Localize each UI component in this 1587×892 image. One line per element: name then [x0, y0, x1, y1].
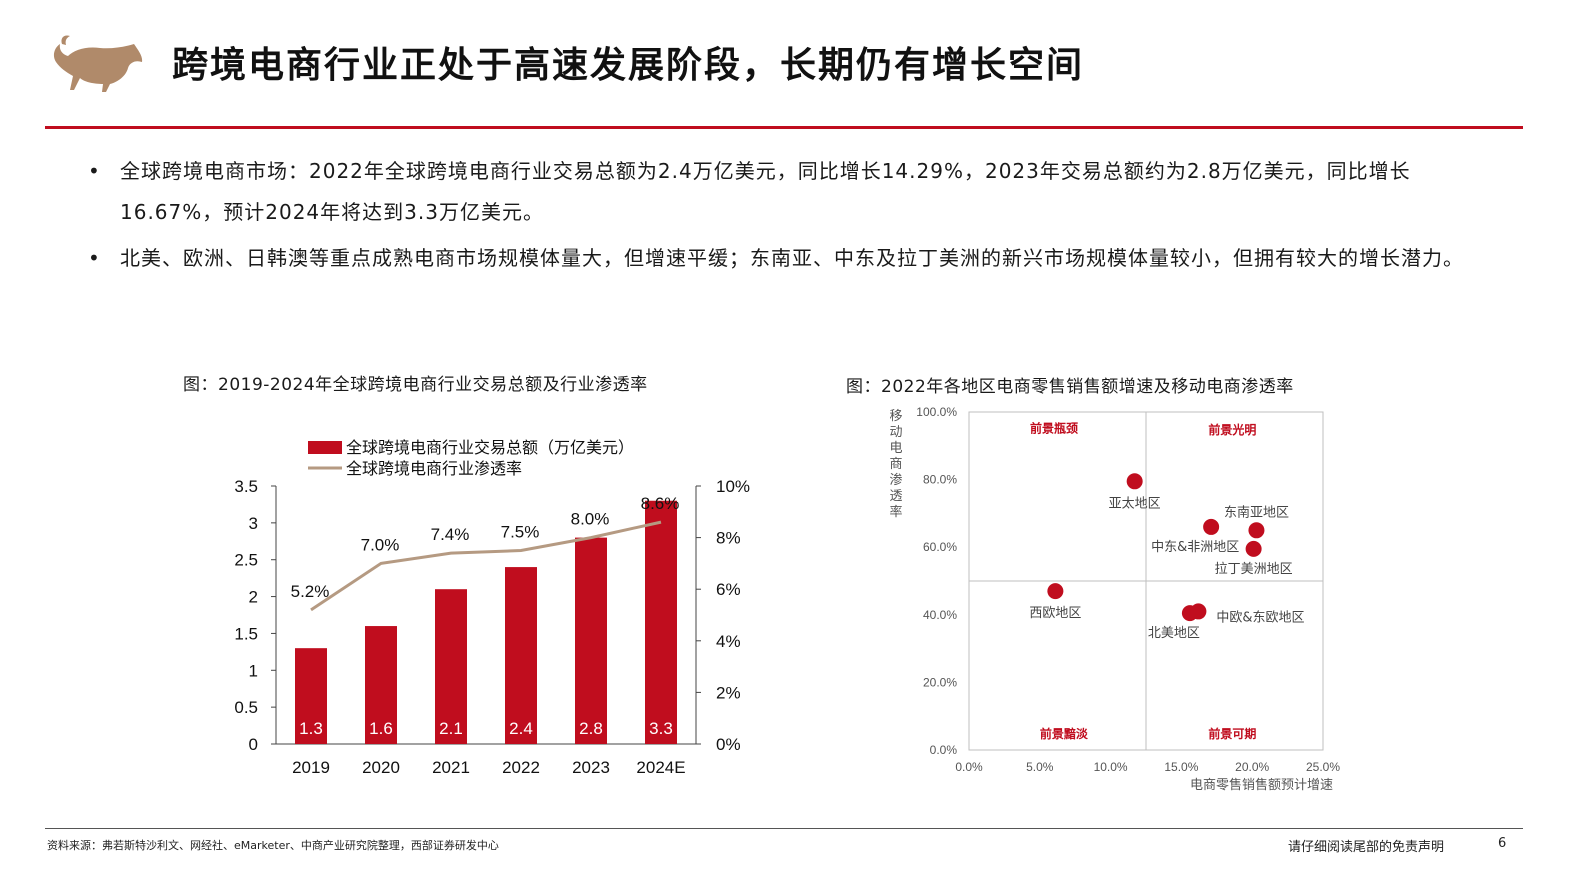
- x-tick-label: 2024E: [636, 758, 685, 777]
- y-axis-label-char: 商: [889, 457, 902, 472]
- right-tick-label: 4%: [716, 632, 741, 651]
- quadrant-label: 前景可期: [1208, 726, 1256, 741]
- bullet-item: • 北美、欧洲、日韩澳等重点成熟电商市场规模体量大，但增速平缓；东南亚、中东及拉…: [88, 238, 1508, 279]
- scatter-point-label: 北美地区: [1148, 626, 1200, 641]
- y-tick-label: 60.0%: [923, 540, 957, 554]
- y-tick-label: 0.0%: [930, 743, 958, 757]
- page-number: 6: [1498, 836, 1507, 851]
- y-tick-label: 40.0%: [923, 608, 957, 622]
- right-tick-label: 0%: [716, 735, 741, 754]
- quadrant-label: 前景黯淡: [1040, 726, 1089, 741]
- y-tick-label: 80.0%: [923, 473, 957, 487]
- scatter-point: [1126, 473, 1143, 490]
- x-tick-label: 2023: [572, 758, 610, 777]
- bar-value-label: 2.8: [579, 719, 603, 738]
- y-axis-label-char: 电: [889, 441, 902, 456]
- left-tick-label: 2.5: [234, 551, 258, 570]
- scatter-point: [1190, 603, 1207, 620]
- right-tick-label: 8%: [716, 529, 741, 548]
- x-tick-label: 25.0%: [1306, 760, 1340, 774]
- x-tick-label: 2022: [502, 758, 540, 777]
- x-tick-label: 5.0%: [1026, 760, 1054, 774]
- left-tick-label: 1.5: [234, 624, 258, 643]
- y-tick-label: 20.0%: [923, 675, 957, 689]
- scatter-point: [1245, 540, 1262, 557]
- bullet-item: • 全球跨境电商市场：2022年全球跨境电商行业交易总额为2.4万亿美元，同比增…: [88, 151, 1508, 233]
- right-tick-label: 2%: [716, 683, 741, 702]
- left-tick-label: 2: [249, 588, 258, 607]
- legend-label-bar: 全球跨境电商行业交易总额（万亿美元）: [346, 438, 634, 457]
- scatter-point-label: 亚太地区: [1109, 496, 1161, 511]
- line-value-label: 8.6%: [641, 494, 680, 513]
- y-axis-label-char: 透: [889, 489, 902, 504]
- bar: [505, 567, 537, 744]
- scatter-point: [1203, 518, 1220, 535]
- bullet-dot-icon: •: [88, 159, 101, 183]
- source-note: 资料来源：弗若斯特沙利文、网经社、eMarketer、中商产业研究院整理，西部证…: [47, 839, 499, 852]
- line-value-label: 8.0%: [571, 510, 610, 529]
- bar-value-label: 2.4: [509, 719, 533, 738]
- bar: [645, 500, 677, 744]
- line-value-label: 7.0%: [361, 535, 400, 554]
- left-tick-label: 3.5: [234, 477, 258, 496]
- chart2-caption: 图：2022年各地区电商零售销售额增速及移动电商渗透率: [846, 377, 1294, 397]
- x-tick-label: 2020: [362, 758, 400, 777]
- quadrant-label: 前景光明: [1208, 422, 1256, 437]
- bar: [295, 648, 327, 744]
- bar: [575, 537, 607, 744]
- legend-swatch-bar: [308, 441, 342, 454]
- scatter-point-label: 东南亚地区: [1224, 504, 1289, 520]
- left-tick-label: 0: [249, 735, 258, 754]
- bullet-dot-icon: •: [88, 246, 101, 270]
- scatter-point: [1047, 583, 1064, 600]
- x-tick-label: 20.0%: [1235, 760, 1269, 774]
- x-tick-label: 10.0%: [1094, 760, 1128, 774]
- scatter-point-label: 中东&非洲地区: [1151, 540, 1239, 555]
- bullet-text: 全球跨境电商市场：2022年全球跨境电商行业交易总额为2.4万亿美元，同比增长1…: [120, 159, 1411, 224]
- right-tick-label: 6%: [716, 580, 741, 599]
- y-axis-label-char: 动: [889, 425, 902, 440]
- bar-value-label: 3.3: [649, 719, 673, 738]
- legend-label-line: 全球跨境电商行业渗透率: [346, 459, 522, 478]
- y-tick-label: 100.0%: [916, 405, 957, 419]
- scatter-point: [1248, 522, 1265, 539]
- scatter-point-label: 中欧&东欧地区: [1216, 610, 1304, 625]
- disclaimer-text: 请仔细阅读尾部的免责声明: [1288, 840, 1445, 855]
- bull-logo-icon: [53, 35, 143, 92]
- y-axis-label-char: 渗: [889, 473, 902, 488]
- page-title: 跨境电商行业正处于高速发展阶段，长期仍有增长空间: [172, 44, 1085, 86]
- bullet-list: • 全球跨境电商市场：2022年全球跨境电商行业交易总额为2.4万亿美元，同比增…: [88, 151, 1508, 284]
- bar-value-label: 1.6: [369, 719, 393, 738]
- x-tick-label: 2019: [292, 758, 330, 777]
- bar-value-label: 2.1: [439, 719, 463, 738]
- left-tick-label: 1: [249, 661, 258, 680]
- bar: [365, 626, 397, 744]
- chart1-caption: 图：2019-2024年全球跨境电商行业交易总额及行业渗透率: [183, 375, 648, 395]
- scatter-point-label: 拉丁美洲地区: [1215, 562, 1293, 577]
- bullet-text: 北美、欧洲、日韩澳等重点成熟电商市场规模体量大，但增速平缓；东南亚、中东及拉丁美…: [120, 246, 1464, 270]
- y-axis-label-char: 移: [889, 409, 902, 424]
- line-value-label: 7.4%: [431, 525, 470, 544]
- left-tick-label: 0.5: [234, 698, 258, 717]
- left-tick-label: 3: [249, 514, 258, 533]
- x-axis-label: 电商零售销售额预计增速: [1190, 777, 1333, 793]
- right-tick-label: 10%: [716, 477, 750, 496]
- penetration-line: [310, 520, 662, 612]
- title-divider: [45, 126, 1523, 129]
- scatter-point-label: 西欧地区: [1029, 606, 1081, 621]
- quadrant-label: 前景瓶颈: [1030, 420, 1078, 435]
- bar-value-label: 1.3: [299, 719, 323, 738]
- x-tick-label: 2021: [432, 758, 470, 777]
- line-value-label: 7.5%: [501, 523, 540, 542]
- line-value-label: 5.2%: [291, 582, 330, 601]
- footer-divider: [45, 828, 1523, 829]
- x-tick-label: 0.0%: [955, 760, 983, 774]
- y-axis-label-char: 率: [889, 504, 902, 520]
- bar: [435, 589, 467, 744]
- x-tick-label: 15.0%: [1164, 760, 1198, 774]
